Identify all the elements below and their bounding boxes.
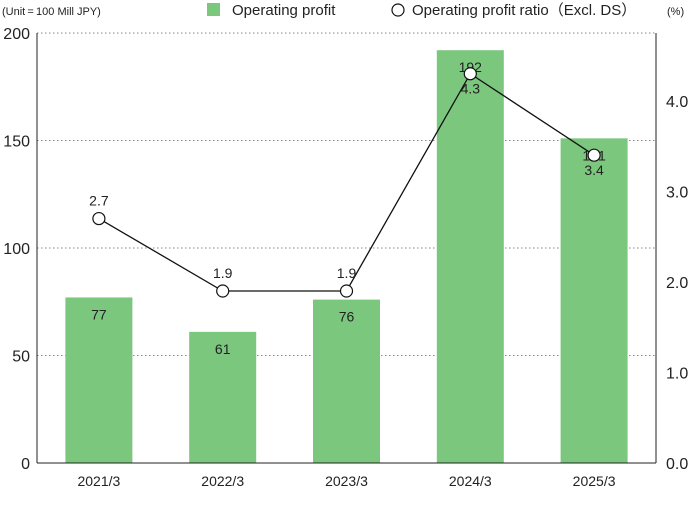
y-left-tick-label: 200 bbox=[3, 26, 30, 43]
y-left-tick-label: 150 bbox=[3, 134, 30, 151]
x-tick-label: 2025/3 bbox=[573, 473, 616, 489]
ratio-point-2021/3 bbox=[92, 211, 106, 226]
bar-2021/3 bbox=[65, 297, 133, 463]
legend: Operating profit Operating profit ratio（… bbox=[207, 2, 636, 19]
tick-labels: 0 50 100 150 200 0.0 1.0 2.0 3.0 4.0 2021/3 2022/3 2… bbox=[3, 26, 688, 489]
legend-swatch-operating-profit bbox=[207, 3, 220, 16]
y-right-tick-label: 0.0 bbox=[666, 456, 688, 473]
y-right-tick-label: 2.0 bbox=[666, 275, 688, 292]
legend-label-operating-profit-ratio: Operating profit ratio（Excl. DS） bbox=[412, 2, 636, 19]
y-right-tick-label: 4.0 bbox=[666, 94, 688, 111]
legend-marker-operating-profit-ratio bbox=[391, 3, 405, 17]
bar-value-label: 76 bbox=[339, 309, 355, 325]
ratio-value-label: 1.9 bbox=[337, 265, 357, 281]
bar-2024/3 bbox=[436, 50, 504, 463]
ratio-point-2023/3 bbox=[339, 284, 354, 298]
ratio-point-2022/3 bbox=[216, 284, 230, 298]
x-tick-label: 2022/3 bbox=[201, 473, 244, 489]
y-left-tick-label: 0 bbox=[21, 456, 30, 473]
x-tick-label: 2024/3 bbox=[449, 473, 492, 489]
x-tick-label: 2021/3 bbox=[77, 473, 120, 489]
y-left-tick-label: 100 bbox=[3, 241, 30, 258]
ratio-value-label: 2.7 bbox=[89, 193, 109, 209]
ratio-value-label: 1.9 bbox=[213, 265, 233, 281]
y-left-tick-label: 50 bbox=[12, 349, 30, 366]
bar-2023/3 bbox=[313, 299, 380, 463]
ratio-value-label: 4.3 bbox=[461, 81, 481, 97]
ratio-line bbox=[98, 72, 595, 292]
ratio-value-label: 3.4 bbox=[584, 162, 604, 178]
y-right-tick-label: 3.0 bbox=[666, 184, 688, 201]
y-right-tick-label: 1.0 bbox=[666, 365, 688, 382]
unit-label-left: (Unit = 100 Mill JPY) bbox=[2, 6, 101, 18]
unit-label-right: (%) bbox=[667, 6, 684, 18]
legend-label-operating-profit: Operating profit bbox=[232, 2, 336, 19]
bar-series: 776176192151 bbox=[65, 50, 628, 463]
bar-value-label: 61 bbox=[215, 341, 231, 357]
bar-2025/3 bbox=[560, 138, 628, 463]
line-series: 2.7 1.9 1.9 4.3 3.4 bbox=[89, 67, 604, 298]
ratio-point-2024/3 bbox=[463, 67, 477, 81]
bar-2022/3 bbox=[189, 331, 257, 463]
ratio-point-2025/3 bbox=[587, 148, 601, 162]
x-tick-label: 2023/3 bbox=[325, 473, 368, 489]
axes bbox=[36, 33, 657, 464]
bar-value-label: 77 bbox=[91, 306, 107, 322]
